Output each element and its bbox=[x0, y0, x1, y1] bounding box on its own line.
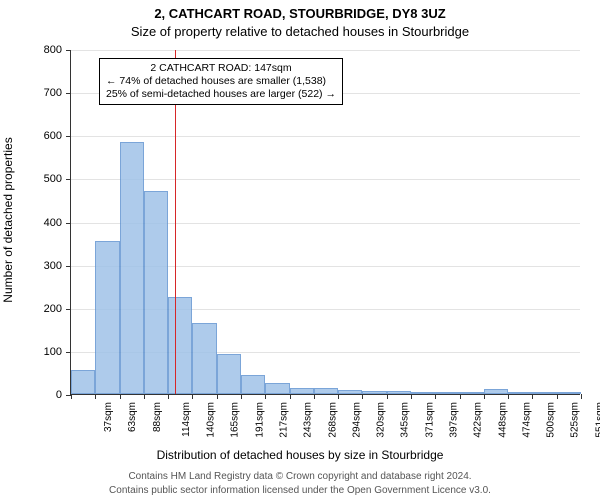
xtick-label: 371sqm bbox=[424, 402, 435, 438]
xtick-mark bbox=[314, 394, 315, 399]
histogram-bar bbox=[71, 370, 95, 394]
histogram-bar bbox=[508, 392, 532, 394]
histogram-bar bbox=[168, 297, 192, 394]
xtick-label: 191sqm bbox=[254, 402, 265, 438]
xtick-label: 320sqm bbox=[376, 402, 387, 438]
ytick-label: 0 bbox=[0, 389, 62, 401]
ytick-mark bbox=[66, 50, 71, 51]
annotation-line-3: 25% of semi-detached houses are larger (… bbox=[106, 88, 336, 101]
ytick-mark bbox=[66, 93, 71, 94]
xtick-mark bbox=[362, 394, 363, 399]
ytick-mark bbox=[66, 266, 71, 267]
xtick-label: 345sqm bbox=[400, 402, 411, 438]
xtick-mark bbox=[411, 394, 412, 399]
xtick-label: 217sqm bbox=[279, 402, 290, 438]
ytick-mark bbox=[66, 223, 71, 224]
xtick-mark bbox=[192, 394, 193, 399]
xtick-mark bbox=[508, 394, 509, 399]
xtick-mark bbox=[144, 394, 145, 399]
ytick-mark bbox=[66, 309, 71, 310]
xtick-label: 37sqm bbox=[103, 402, 114, 432]
ytick-label: 800 bbox=[0, 44, 62, 56]
xtick-label: 525sqm bbox=[570, 402, 581, 438]
xtick-mark bbox=[217, 394, 218, 399]
ytick-label: 400 bbox=[0, 217, 62, 229]
xtick-mark bbox=[168, 394, 169, 399]
gridline-h bbox=[71, 50, 580, 51]
ytick-label: 700 bbox=[0, 87, 62, 99]
histogram-bar bbox=[217, 354, 241, 394]
xtick-mark bbox=[460, 394, 461, 399]
ytick-mark bbox=[66, 136, 71, 137]
xtick-mark bbox=[581, 394, 582, 399]
histogram-bar bbox=[192, 323, 216, 394]
xtick-label: 63sqm bbox=[127, 402, 138, 432]
xtick-mark bbox=[265, 394, 266, 399]
chart-plot-area: 37sqm63sqm88sqm114sqm140sqm165sqm191sqm2… bbox=[70, 50, 580, 395]
ytick-mark bbox=[66, 352, 71, 353]
ytick-label: 200 bbox=[0, 303, 62, 315]
histogram-bar bbox=[484, 389, 508, 394]
footer-line-1: Contains HM Land Registry data © Crown c… bbox=[0, 471, 600, 482]
xtick-label: 268sqm bbox=[327, 402, 338, 438]
title-sub: Size of property relative to detached ho… bbox=[0, 24, 600, 39]
histogram-bar bbox=[120, 142, 144, 394]
ytick-mark bbox=[66, 179, 71, 180]
xtick-label: 294sqm bbox=[351, 402, 362, 438]
histogram-bar bbox=[265, 383, 289, 394]
xtick-mark bbox=[241, 394, 242, 399]
ytick-label: 600 bbox=[0, 130, 62, 142]
histogram-bar bbox=[362, 391, 386, 394]
histogram-bar bbox=[144, 191, 168, 394]
xtick-mark bbox=[120, 394, 121, 399]
xtick-label: 243sqm bbox=[303, 402, 314, 438]
ytick-label: 500 bbox=[0, 173, 62, 185]
xtick-label: 500sqm bbox=[546, 402, 557, 438]
annotation-line-1: 2 CATHCART ROAD: 147sqm bbox=[106, 62, 336, 75]
xtick-mark bbox=[532, 394, 533, 399]
histogram-bar bbox=[241, 375, 265, 394]
xtick-label: 422sqm bbox=[473, 402, 484, 438]
xtick-mark bbox=[290, 394, 291, 399]
histogram-bar bbox=[460, 392, 484, 394]
annotation-box: 2 CATHCART ROAD: 147sqm ← 74% of detache… bbox=[99, 58, 343, 105]
x-axis-label: Distribution of detached houses by size … bbox=[0, 448, 600, 462]
xtick-mark bbox=[557, 394, 558, 399]
xtick-label: 114sqm bbox=[181, 402, 192, 437]
xtick-mark bbox=[338, 394, 339, 399]
histogram-bar bbox=[411, 392, 435, 394]
xtick-mark bbox=[71, 394, 72, 399]
xtick-label: 140sqm bbox=[206, 402, 217, 438]
footer-line-2: Contains public sector information licen… bbox=[0, 485, 600, 496]
histogram-bar bbox=[95, 241, 119, 394]
histogram-bar bbox=[338, 390, 362, 394]
xtick-mark bbox=[484, 394, 485, 399]
ytick-label: 100 bbox=[0, 346, 62, 358]
annotation-line-2: ← 74% of detached houses are smaller (1,… bbox=[106, 75, 336, 88]
xtick-mark bbox=[95, 394, 96, 399]
histogram-bar bbox=[435, 392, 459, 394]
histogram-bar bbox=[532, 392, 556, 394]
gridline-h bbox=[71, 179, 580, 180]
title-main: 2, CATHCART ROAD, STOURBRIDGE, DY8 3UZ bbox=[0, 6, 600, 21]
xtick-mark bbox=[387, 394, 388, 399]
xtick-label: 88sqm bbox=[152, 402, 163, 432]
gridline-h bbox=[71, 136, 580, 137]
xtick-label: 448sqm bbox=[497, 402, 508, 438]
histogram-bar bbox=[387, 391, 411, 394]
histogram-bar bbox=[314, 388, 338, 394]
xtick-label: 165sqm bbox=[230, 402, 241, 438]
xtick-label: 551sqm bbox=[594, 402, 600, 438]
xtick-label: 474sqm bbox=[521, 402, 532, 438]
histogram-bar bbox=[290, 388, 314, 394]
ytick-label: 300 bbox=[0, 260, 62, 272]
histogram-bar bbox=[557, 392, 581, 394]
xtick-mark bbox=[435, 394, 436, 399]
xtick-label: 397sqm bbox=[449, 402, 460, 438]
